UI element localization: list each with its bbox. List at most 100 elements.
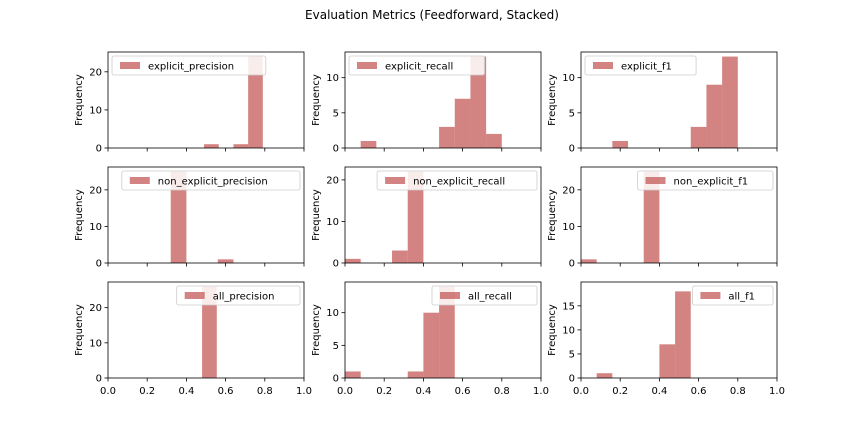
legend-label: all_precision: [213, 292, 275, 303]
legend-box: [431, 285, 538, 306]
axes-frame: [107, 281, 305, 379]
legend-box: [348, 55, 485, 76]
y-axis-label: Frequency: [311, 74, 322, 126]
y-axis-label: Frequency: [311, 189, 322, 241]
x-tick-label: 0.8: [494, 386, 510, 397]
histogram-bar: [439, 126, 455, 148]
y-axis-label: Frequency: [74, 304, 85, 356]
histogram-panel-all_recall: 0 5 10 0.0 0.2 0.4 0.6 0.8 1.0 Frequency all_recal…: [311, 281, 549, 397]
y-tick-label: 0: [569, 259, 575, 270]
legend: all_f1: [692, 285, 774, 306]
histogram-bar: [202, 286, 217, 378]
histogram-bar: [407, 371, 424, 378]
y-axis-label: Frequency: [74, 74, 85, 126]
y-tick-label: 10: [562, 73, 575, 84]
x-tick-label: 0.6: [218, 386, 234, 397]
legend-box: [376, 170, 538, 191]
legend-swatch: [120, 62, 140, 69]
x-tick-label: 0.4: [178, 386, 194, 397]
y-tick-label: 0: [569, 374, 575, 385]
y-tick-label: 20: [89, 185, 102, 196]
legend: explicit_recall: [348, 55, 485, 76]
histogram-bar: [407, 171, 424, 263]
legend-label: explicit_recall: [385, 62, 453, 73]
legend-swatch: [645, 177, 666, 184]
legend-label: non_explicit_f1: [674, 177, 749, 188]
x-tick-label: 0.4: [651, 386, 667, 397]
histogram-bar: [439, 286, 455, 378]
y-axis-label: Frequency: [547, 74, 558, 126]
y-tick-label: 10: [562, 222, 575, 233]
histogram-panel-explicit_precision: 0 10 20 Frequency explicit_precision: [74, 51, 305, 155]
y-tick-label: 5: [333, 341, 339, 352]
histogram-bar: [690, 126, 707, 148]
histogram-bar: [612, 140, 629, 148]
legend-label: all_f1: [728, 292, 755, 303]
histogram-bar: [360, 140, 377, 148]
legend-swatch: [184, 292, 205, 299]
legend-box: [111, 55, 267, 76]
x-tick-label: 0.2: [376, 386, 392, 397]
y-tick-label: 0: [333, 374, 339, 385]
histogram-panel-all_f1: 0 5 10 15 0.0 0.2 0.4 0.6 0.8 1.0 Frequency all_f1: [547, 281, 785, 397]
y-tick-label: 0: [333, 259, 339, 270]
y-tick-label: 5: [333, 108, 339, 119]
y-axis-label: Frequency: [547, 189, 558, 241]
legend-swatch: [440, 292, 460, 299]
legend: all_precision: [176, 285, 301, 306]
legend-label: non_explicit_recall: [413, 177, 505, 188]
y-axis-label: Frequency: [547, 304, 558, 356]
y-tick-label: 5: [569, 349, 575, 360]
legend-swatch: [129, 177, 150, 184]
y-tick-label: 10: [326, 73, 339, 84]
axes-frame: [107, 166, 305, 264]
legend-box: [176, 285, 301, 306]
y-tick-label: 10: [326, 217, 339, 228]
x-tick-label: 0.8: [257, 386, 273, 397]
histogram-panel-non_explicit_f1: 0 10 20 Frequency non_explicit_f1: [547, 166, 778, 270]
histogram-panel-non_explicit_precision: 0 10 20 Frequency non_explicit_precision: [74, 166, 305, 270]
x-tick-label: 0.6: [455, 386, 471, 397]
y-tick-label: 0: [333, 144, 339, 155]
histogram-bar: [392, 250, 408, 263]
axes-frame: [344, 166, 542, 264]
y-tick-label: 20: [89, 303, 102, 314]
axes-frame: [580, 51, 778, 149]
legend-label: all_recall: [468, 292, 512, 303]
histogram-bar: [233, 144, 249, 148]
y-tick-label: 10: [89, 222, 102, 233]
histogram-bar: [675, 291, 691, 378]
histogram-bar: [643, 171, 660, 263]
histogram-bar: [581, 259, 597, 263]
histogram-bar: [345, 258, 361, 263]
y-tick-label: 10: [562, 325, 575, 336]
x-tick-label: 0.6: [691, 386, 707, 397]
histogram-panel-all_precision: 0 10 20 0.0 0.2 0.4 0.6 0.8 1.0 Frequency all_prec…: [74, 281, 312, 397]
axes-frame: [580, 166, 778, 264]
y-tick-label: 15: [562, 301, 575, 312]
legend: non_explicit_precision: [121, 170, 301, 191]
x-tick-label: 1.0: [533, 386, 549, 397]
y-tick-label: 20: [89, 67, 102, 78]
y-tick-label: 10: [89, 105, 102, 116]
legend: non_explicit_recall: [376, 170, 538, 191]
x-tick-label: 0.8: [730, 386, 746, 397]
histogram-bar: [722, 56, 738, 148]
histogram-bar: [248, 56, 263, 148]
histogram-bar: [423, 312, 440, 378]
x-tick-label: 0.0: [100, 386, 116, 397]
x-tick-label: 1.0: [296, 386, 312, 397]
x-tick-label: 0.2: [612, 386, 628, 397]
y-tick-label: 10: [89, 338, 102, 349]
y-tick-label: 20: [562, 185, 575, 196]
y-axis-label: Frequency: [311, 304, 322, 356]
x-tick-label: 0.4: [415, 386, 431, 397]
legend: explicit_precision: [111, 55, 267, 76]
y-tick-label: 20: [326, 175, 339, 186]
histogram-panel-non_explicit_recall: 0 10 20 Frequency non_explicit_recall: [311, 166, 542, 270]
histogram-bar: [486, 133, 502, 148]
x-tick-label: 0.0: [337, 386, 353, 397]
histogram-bar: [470, 56, 487, 148]
legend-swatch: [357, 62, 377, 69]
